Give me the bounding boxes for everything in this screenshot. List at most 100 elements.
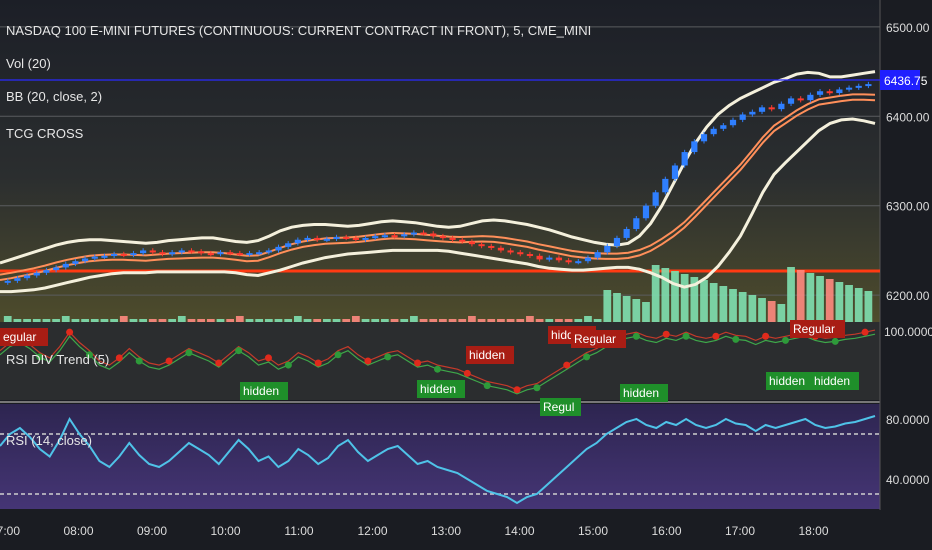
candle-body [720,125,727,129]
candle-body [488,245,495,248]
div-label-box [620,384,668,402]
candle-body [836,89,843,94]
candle-body [72,261,79,264]
candle-body [352,237,359,240]
candle-body [4,280,11,283]
rsi-pane[interactable] [0,404,880,509]
volume-bar [110,319,118,322]
volume-bar [854,288,863,322]
candle-body [642,205,650,219]
candle-body [285,243,292,247]
volume-bar [642,302,650,322]
div-label-box [540,398,581,416]
price-tick-label: 6200.00 [886,289,930,303]
volume-bar [603,290,612,322]
candle-body [768,107,775,110]
div-pivot-high [563,361,571,369]
volume-bar [148,319,157,322]
rsi-divergence: egular hidden hidden hidden hidden Regular hid… [0,320,876,416]
time-tick-label: 14:00 [504,524,534,538]
candle-body [691,141,698,153]
gridlines [0,26,880,296]
volume-bar [245,319,254,322]
volume-bar [139,319,147,322]
div-label-box [466,346,514,364]
candle-body [633,218,640,229]
div-pivot-low [434,365,441,373]
candle-body [807,94,814,101]
div-pivot-low [284,361,292,369]
time-tick-label: 11:00 [284,524,313,538]
candle-body [816,91,824,95]
bb-upper-line [0,70,876,265]
candle-body [865,84,872,87]
bollinger-bands [0,70,876,294]
candle-body [178,250,185,253]
candle-body [381,235,388,238]
candle-body [739,114,746,120]
volume-bar [497,319,505,322]
price-tick-label: 6500.00 [886,21,930,35]
candle-body [449,237,456,240]
last-price-label: 6436.75 [884,74,928,88]
volume-bar [729,289,737,322]
volume-bar [361,319,370,322]
candle-body [265,250,272,253]
div-pivot-low [732,335,740,343]
indicator-vol[interactable]: Vol (20) [6,56,51,71]
volume-bar [835,282,844,322]
candle-body [149,250,156,253]
candle-body [43,270,50,273]
candle-body [140,250,147,254]
volume-bar [680,274,689,322]
volume-bar [738,292,747,322]
div-fast-line [0,329,876,391]
indicator-rsi-div[interactable]: RSI DIV Trend (5) [6,352,109,367]
volume-bar [748,295,757,322]
div-label-box [790,320,845,338]
indicator-rsi[interactable]: RSI (14, close) [6,433,92,448]
candle-body [82,258,89,262]
candle-body [246,253,253,256]
candle-body [294,239,301,244]
volume-bar [574,319,583,322]
candle-body [797,98,804,101]
div-pivot-low [36,353,44,361]
volume-bar [796,270,805,322]
time-tick-label: 16:00 [651,524,681,538]
div-pivot-low [135,357,143,365]
price-pane[interactable] [0,0,880,322]
candle-body [700,134,708,142]
div-label-box [811,372,859,390]
volume-bar [613,293,621,322]
indicator-tcg-cross[interactable]: TCG CROSS [6,126,84,141]
div-pivot-low [384,353,392,361]
div-pivot-low [632,332,640,340]
div-pivot-low [583,353,591,361]
div-label-text: Regul [543,400,574,414]
volume-bar [816,276,824,322]
volume-bar [787,267,795,322]
candle-body [14,278,21,281]
volume-bar [100,319,109,322]
candle-body [855,85,862,88]
candle-body [236,253,243,256]
volume-bar [303,319,312,322]
volume-bar [206,319,215,322]
volume-bar [168,319,176,322]
div-pivot-high [264,354,272,362]
volume-bar [313,319,322,322]
div-label-text: Regular [793,322,835,336]
volume-bar [767,301,776,322]
ema-fast-line [0,93,876,276]
volume-bar [390,319,399,322]
candle-body [323,238,330,241]
volume-bar [274,319,283,322]
div-pivot-low [185,349,193,357]
price-tick-label: 6400.00 [886,110,930,124]
indicator-bb[interactable]: BB (20, close, 2) [6,89,102,104]
volume-bar [342,319,351,322]
volume-bar [90,319,99,322]
